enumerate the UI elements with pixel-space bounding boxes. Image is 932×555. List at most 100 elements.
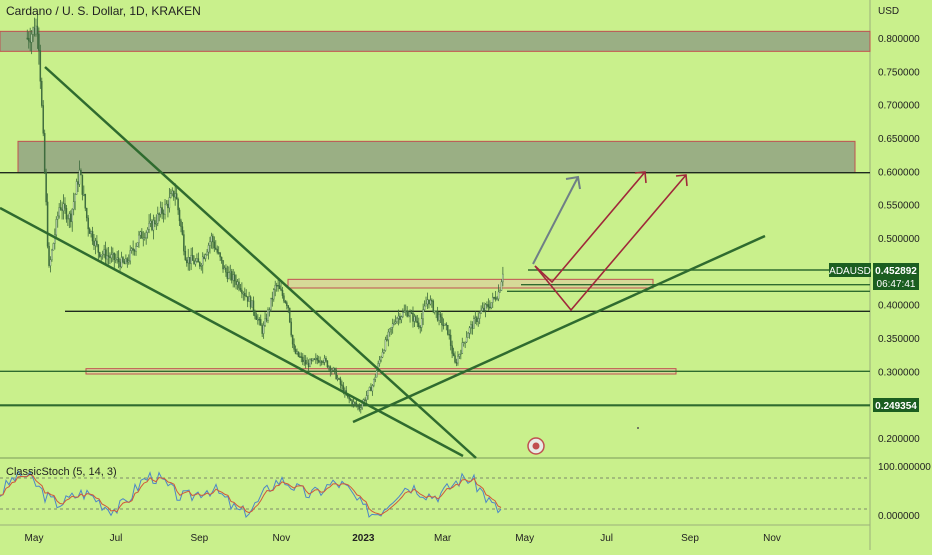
candle-body bbox=[360, 407, 362, 410]
candle-body bbox=[187, 257, 189, 264]
candle-body bbox=[464, 341, 466, 344]
projection-arrow-red-2[interactable] bbox=[534, 174, 687, 312]
candle-body bbox=[129, 250, 131, 262]
candle-body bbox=[212, 235, 214, 243]
candle-body bbox=[159, 207, 162, 215]
candle-body bbox=[278, 285, 281, 290]
candle-body bbox=[133, 250, 136, 252]
candle-body bbox=[455, 362, 458, 364]
candle-body bbox=[480, 310, 482, 314]
candle-body bbox=[172, 190, 175, 198]
time-axis[interactable]: May Jul Sep Nov 2023 Mar May Jul Sep Nov bbox=[25, 533, 781, 544]
candle-body bbox=[99, 252, 101, 257]
candle-body bbox=[286, 302, 288, 306]
price-tick: 0.500000 bbox=[878, 234, 920, 245]
candle-body bbox=[394, 321, 397, 324]
candle-body bbox=[228, 272, 230, 279]
candle-body bbox=[462, 342, 465, 344]
candle-body bbox=[206, 251, 208, 256]
candle-body bbox=[288, 307, 291, 323]
candle-body bbox=[447, 325, 449, 335]
candle-body bbox=[171, 190, 174, 194]
trendline-descending-major[interactable] bbox=[44, 66, 477, 459]
candle-body bbox=[162, 213, 165, 215]
candle-body bbox=[220, 256, 223, 261]
candle-body bbox=[341, 384, 343, 387]
candle-body bbox=[428, 299, 430, 305]
symbol-title[interactable]: Cardano / U. S. Dollar, 1D, KRAKEN bbox=[6, 4, 201, 18]
candle-body bbox=[349, 398, 352, 401]
candle-body bbox=[357, 405, 359, 407]
candle-body bbox=[244, 292, 246, 296]
candle-body bbox=[304, 359, 307, 365]
candle-body bbox=[400, 316, 403, 320]
candle-body bbox=[46, 201, 49, 247]
candle-body bbox=[249, 296, 252, 308]
trendline-descending-minor[interactable] bbox=[0, 206, 464, 458]
candle-body bbox=[467, 333, 469, 338]
projection-arrow-gray[interactable] bbox=[532, 176, 579, 265]
candle-body bbox=[494, 297, 497, 300]
candle-body bbox=[168, 197, 171, 209]
candle-body bbox=[138, 234, 140, 243]
candle-body bbox=[45, 172, 47, 203]
candle-body bbox=[468, 327, 471, 334]
chart-tool-icon[interactable] bbox=[527, 437, 545, 455]
candle-body bbox=[449, 334, 452, 346]
candle-body bbox=[426, 299, 429, 305]
candle-body bbox=[367, 389, 369, 396]
candle-body bbox=[120, 257, 123, 268]
candle-body bbox=[49, 259, 52, 266]
candle-body bbox=[412, 312, 414, 322]
candle-body bbox=[429, 299, 432, 305]
projection-arrow-red-1[interactable] bbox=[534, 171, 646, 284]
candle-body bbox=[56, 215, 59, 220]
candle-body bbox=[404, 310, 407, 312]
candle-body bbox=[397, 315, 400, 319]
candle-body bbox=[323, 357, 326, 363]
candle-body bbox=[91, 231, 94, 242]
stoch-d-line bbox=[0, 473, 502, 516]
candle-body bbox=[452, 353, 455, 356]
candle-body bbox=[319, 361, 321, 363]
candle-body bbox=[296, 351, 298, 354]
candle-body bbox=[331, 369, 333, 372]
price-axis[interactable]: 0.800000 0.750000 0.700000 0.650000 0.600000… bbox=[878, 34, 920, 445]
candle-body bbox=[55, 219, 58, 236]
candle-body bbox=[35, 25, 37, 35]
candle-body bbox=[425, 303, 427, 307]
candle-body bbox=[320, 361, 323, 363]
countdown-badge: 06:47:41 bbox=[877, 279, 916, 290]
candle-body bbox=[271, 297, 274, 300]
candle-body bbox=[209, 241, 211, 246]
candle-body bbox=[239, 287, 242, 291]
candle-body bbox=[423, 305, 426, 310]
indicator-label[interactable]: ClassicStoch (5, 14, 3) bbox=[6, 466, 117, 478]
candle-body bbox=[251, 300, 253, 308]
candle-body bbox=[364, 399, 366, 401]
candle-body bbox=[230, 271, 233, 281]
candle-body bbox=[313, 358, 316, 361]
candle-body bbox=[135, 246, 137, 252]
candle-body bbox=[317, 359, 320, 363]
candle-body bbox=[96, 240, 98, 245]
candle-body bbox=[478, 312, 481, 319]
candle-body bbox=[358, 406, 361, 410]
candle-body bbox=[125, 258, 127, 265]
candle-body bbox=[255, 315, 258, 320]
candle-body bbox=[27, 37, 30, 42]
candle-body bbox=[139, 231, 142, 236]
trendline-ascending[interactable] bbox=[352, 234, 766, 424]
price-tick: 0.200000 bbox=[878, 434, 920, 445]
candle-body bbox=[374, 376, 377, 380]
candle-body bbox=[264, 318, 266, 326]
candle-body bbox=[312, 358, 314, 361]
trendline-group bbox=[0, 66, 766, 459]
candle-body bbox=[114, 259, 117, 261]
symbol-badge: ADAUSD bbox=[829, 266, 871, 277]
candle-body bbox=[225, 267, 227, 273]
candle-body bbox=[407, 315, 410, 317]
candle-body bbox=[261, 325, 263, 334]
candle-body bbox=[87, 217, 89, 230]
